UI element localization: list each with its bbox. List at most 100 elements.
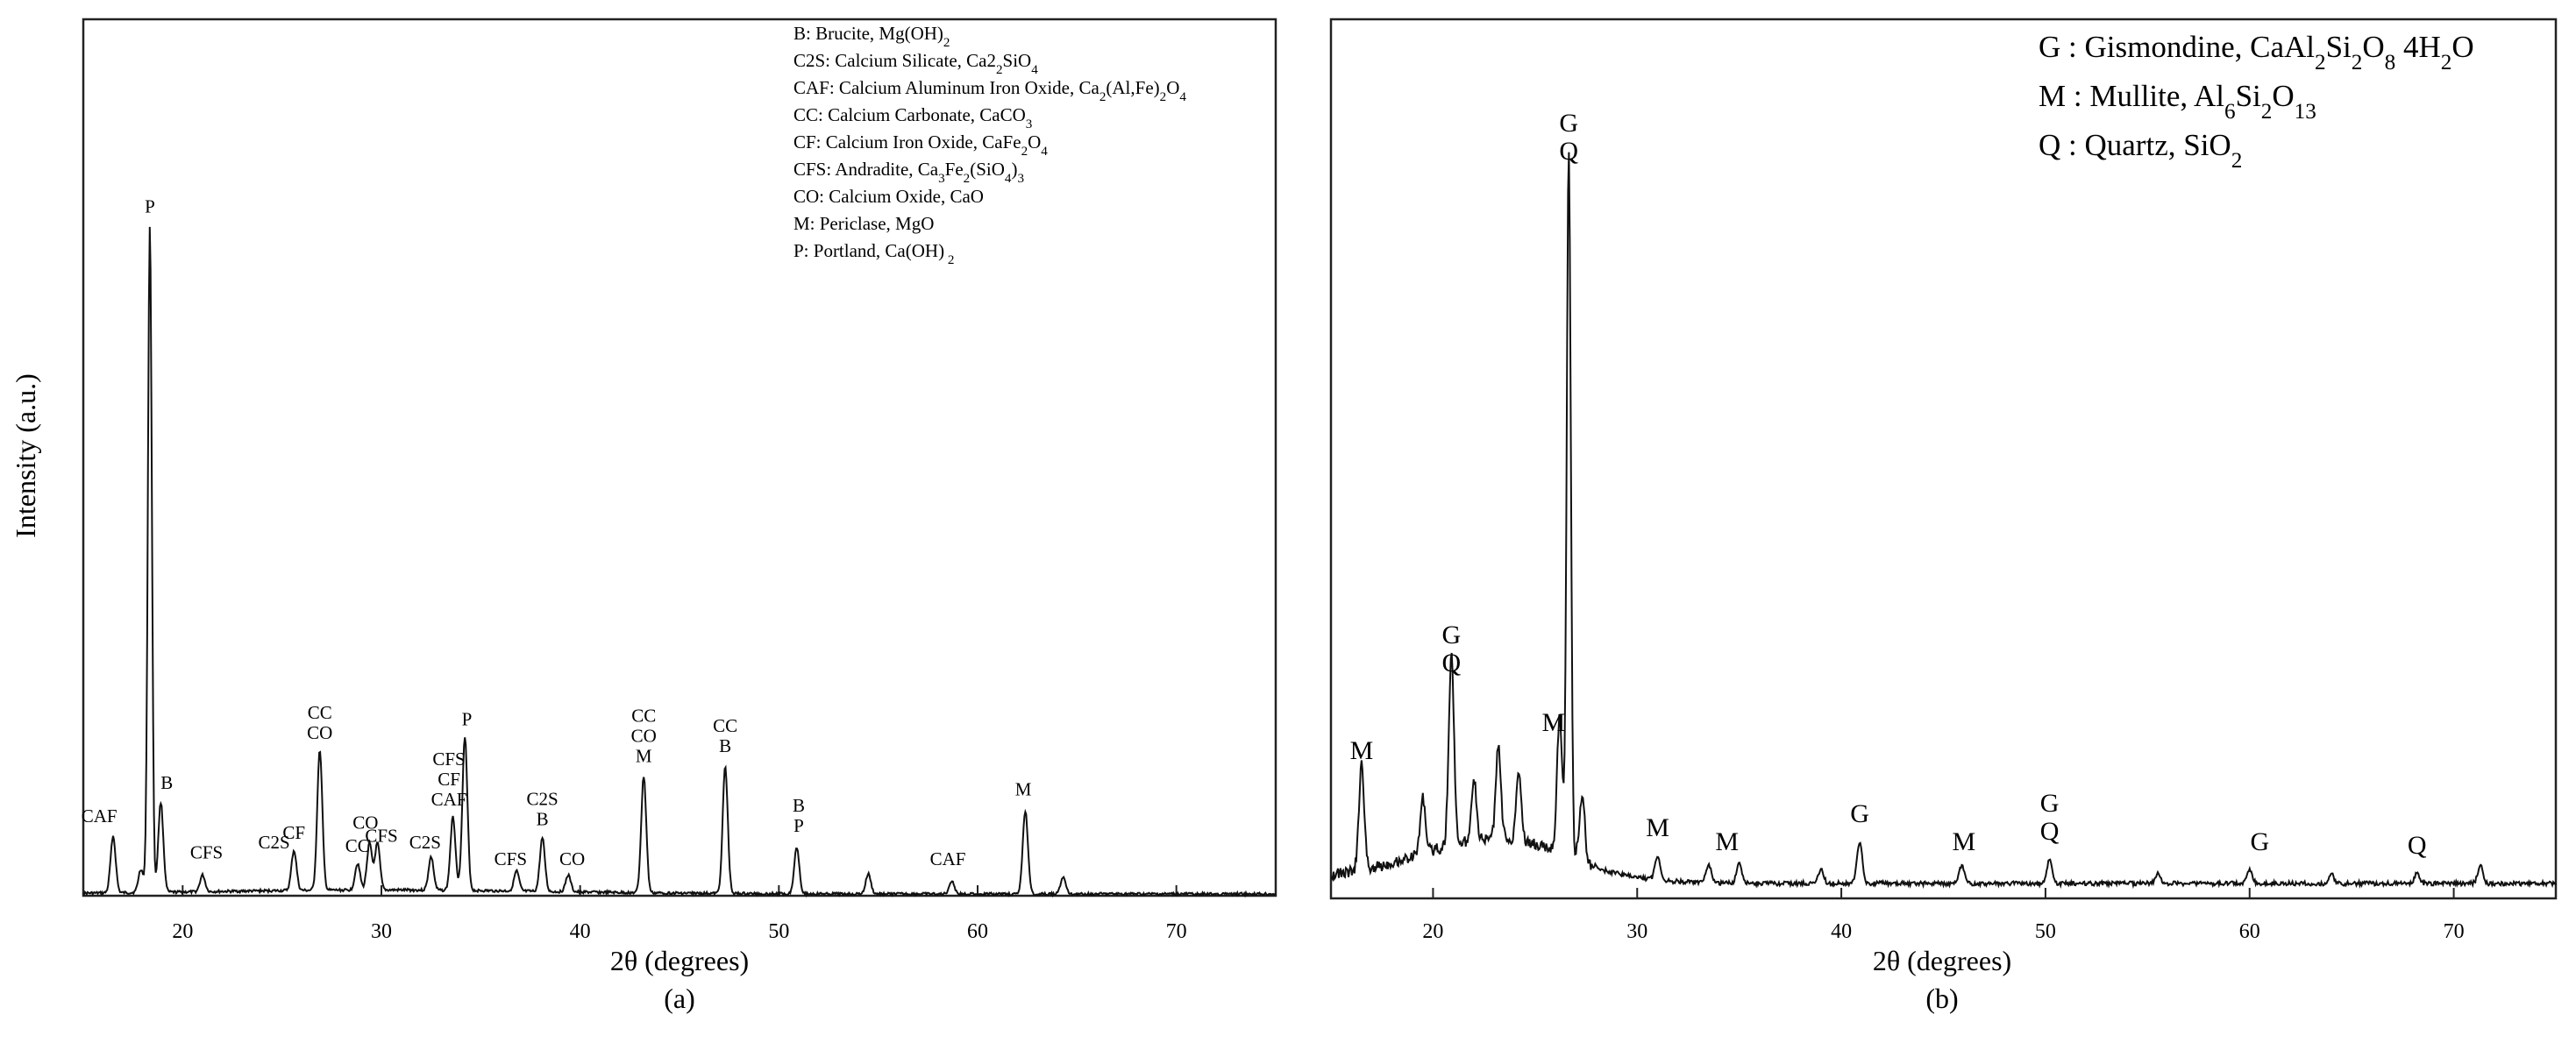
peak-label-line: CC bbox=[713, 715, 737, 736]
peak-label: G bbox=[1850, 799, 1869, 828]
peak-label: CF bbox=[282, 822, 305, 843]
xrd-pattern-b bbox=[1330, 152, 2557, 890]
peak-label-line: G bbox=[2040, 789, 2060, 818]
peak-label-line: CF bbox=[438, 769, 460, 790]
peak-label-line: M bbox=[1715, 827, 1739, 856]
x-tick-label: 40 bbox=[1831, 920, 1852, 943]
peak-label: G bbox=[2251, 827, 2270, 856]
plot-frame-a bbox=[82, 18, 1277, 897]
x-tick-label: 40 bbox=[570, 920, 591, 943]
xrd-pattern-a bbox=[82, 226, 1277, 898]
peak-label-line: M bbox=[1015, 778, 1032, 799]
peak-label-line: M bbox=[1952, 827, 1975, 856]
peak-label-line: G bbox=[1559, 109, 1578, 138]
peak-label-line: CFS bbox=[365, 826, 397, 847]
peak-label-line: CAF bbox=[82, 805, 117, 827]
peak-label-line: CFS bbox=[190, 842, 223, 863]
panel-label-b: (b) bbox=[1925, 983, 1958, 1014]
peak-label-line: M bbox=[1646, 813, 1669, 842]
peak-label: CFS bbox=[190, 842, 223, 863]
peak-label: CO bbox=[559, 848, 585, 869]
peak-label: M bbox=[1541, 708, 1565, 737]
panel-label-a: (a) bbox=[664, 983, 695, 1014]
legend-entry: C2S: Calcium Silicate, Ca22SiO4 bbox=[793, 50, 1038, 77]
peak-label-line: CO bbox=[307, 722, 332, 743]
x-tick-label: 20 bbox=[1422, 920, 1443, 943]
peak-label: CFS bbox=[495, 848, 527, 869]
peak-label-line: CAF bbox=[930, 848, 966, 869]
x-tick-label: 60 bbox=[967, 920, 988, 943]
peak-label: CC bbox=[345, 835, 370, 856]
peak-label-line: C2S bbox=[527, 789, 559, 810]
peak-label: B bbox=[160, 772, 173, 793]
peak-label-line: Q bbox=[2040, 817, 2060, 846]
peak-label: M bbox=[1350, 736, 1374, 765]
legend-entry: M : Mullite, Al6Si2O13 bbox=[2039, 79, 2316, 124]
peak-label: CFS bbox=[365, 826, 397, 847]
peak-label: C2S bbox=[259, 832, 290, 853]
peak-label-line: CC bbox=[308, 702, 332, 723]
legend-entry: CFS: Andradite, Ca3Fe2(SiO4)3 bbox=[793, 159, 1024, 186]
peak-label-line: CAF bbox=[431, 789, 467, 810]
peak-label-line: CO bbox=[631, 725, 657, 746]
peak-label-line: B bbox=[160, 772, 173, 793]
peak-label-line: Q bbox=[1559, 137, 1578, 166]
peak-label-line: CFS bbox=[432, 748, 465, 770]
peak-label: Q bbox=[2408, 831, 2427, 860]
x-tick-label: 30 bbox=[371, 920, 392, 943]
legend-entry: B: Brucite, Mg(OH)2 bbox=[793, 23, 950, 50]
x-tick-label: 20 bbox=[172, 920, 193, 943]
peak-label-line: P bbox=[793, 815, 804, 836]
peak-label-line: P bbox=[145, 195, 155, 216]
peak-label-line: M bbox=[636, 745, 652, 766]
x-tick-label: 50 bbox=[2035, 920, 2056, 943]
peak-label-line: CO bbox=[352, 812, 378, 833]
legend-entry: G : Gismondine, CaAl2Si2O8 4H2O bbox=[2039, 30, 2474, 74]
peak-label: M bbox=[1015, 778, 1032, 799]
peak-label: CCB bbox=[713, 715, 737, 756]
peak-label: P bbox=[145, 195, 155, 216]
peak-label-line: B bbox=[719, 735, 731, 756]
peak-label-line: C2S bbox=[409, 832, 441, 853]
plot-frame-b bbox=[1329, 18, 2558, 900]
peak-label: M bbox=[1952, 827, 1975, 856]
peak-label: GQ bbox=[2040, 789, 2060, 846]
x-ticks-a: 20 30 40 50 60 70 bbox=[172, 885, 1187, 943]
peak-label-line: B bbox=[537, 809, 549, 830]
peak-label-line: Q bbox=[2408, 831, 2427, 860]
legend-entry: CC: Calcium Carbonate, CaCO3 bbox=[793, 104, 1032, 131]
y-axis-label-a: Intensity (a.u.) bbox=[10, 373, 41, 538]
peak-label: GQ bbox=[1442, 621, 1462, 678]
peak-label: CAF bbox=[930, 848, 966, 869]
x-tick-label: 60 bbox=[2239, 920, 2260, 943]
legend-entry: P: Portland, Ca(OH) 2 bbox=[793, 240, 954, 267]
peak-label: CAF bbox=[82, 805, 117, 827]
peak-label-line: M bbox=[1541, 708, 1565, 737]
x-axis-label-a: 2θ (degrees) bbox=[610, 945, 749, 976]
peak-label-line: CFS bbox=[495, 848, 527, 869]
peak-label: C2S bbox=[409, 832, 441, 853]
x-tick-label: 50 bbox=[768, 920, 789, 943]
peak-label: P bbox=[462, 709, 473, 730]
peak-label-line: M bbox=[1350, 736, 1374, 765]
peak-label: CO bbox=[352, 812, 378, 833]
peak-label-line: CC bbox=[345, 835, 370, 856]
peak-label-line: C2S bbox=[259, 832, 290, 853]
legend-b: G : Gismondine, CaAl2Si2O8 4H2O M : Mulli… bbox=[2039, 30, 2474, 173]
peak-label-line: G bbox=[1442, 621, 1462, 649]
peak-label-line: B bbox=[793, 795, 805, 816]
peak-label-line: CO bbox=[559, 848, 585, 869]
peak-label-line: Q bbox=[1442, 649, 1462, 678]
legend-entry: M: Periclase, MgO bbox=[793, 213, 934, 234]
legend-entry: CF: Calcium Iron Oxide, CaFe2O4 bbox=[793, 131, 1048, 159]
peak-label-line: G bbox=[2251, 827, 2270, 856]
legend-entry: CO: Calcium Oxide, CaO bbox=[793, 186, 984, 207]
